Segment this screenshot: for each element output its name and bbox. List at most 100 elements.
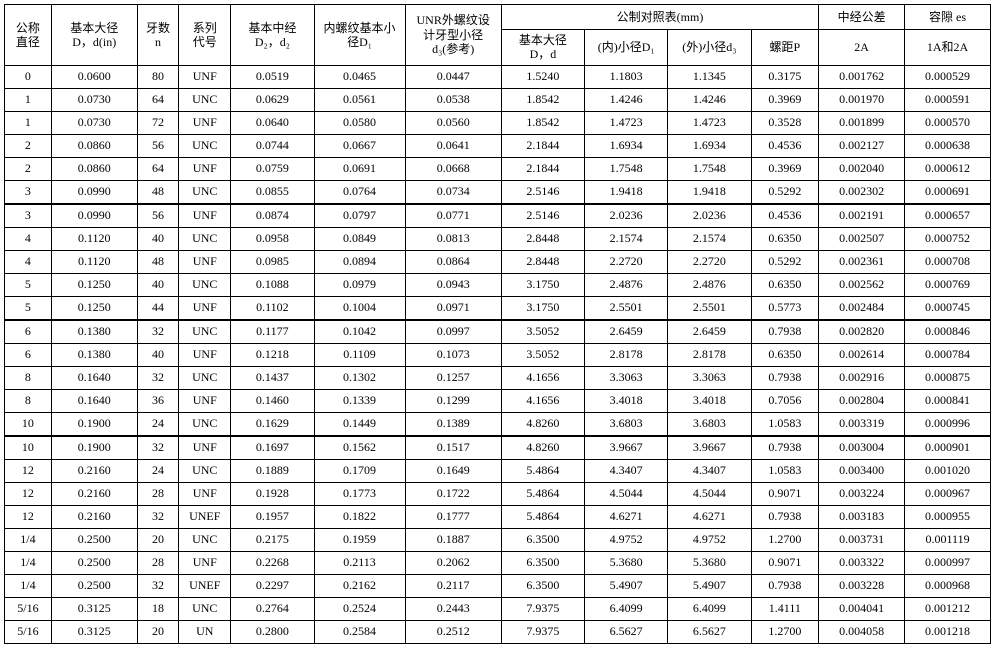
table-cell: 0.000846 bbox=[905, 320, 991, 344]
table-cell: 5/16 bbox=[5, 597, 52, 620]
table-cell: 0.1640 bbox=[51, 366, 137, 389]
table-cell: 0.000638 bbox=[905, 134, 991, 157]
table-cell: 0.2160 bbox=[51, 482, 137, 505]
table-cell: 0.002040 bbox=[819, 157, 905, 180]
table-cell: 6.3500 bbox=[501, 551, 584, 574]
table-cell: 72 bbox=[137, 111, 179, 134]
col-m-minor-int: (内)小径D₁ bbox=[585, 30, 668, 66]
table-cell: 0.1722 bbox=[405, 482, 501, 505]
table-cell: 0.1218 bbox=[231, 343, 314, 366]
table-row: 30.099048UNC0.08550.07640.07342.51461.94… bbox=[5, 180, 991, 204]
table-cell: 0.002127 bbox=[819, 134, 905, 157]
table-cell: UNC bbox=[179, 88, 231, 111]
table-cell: 0.1957 bbox=[231, 505, 314, 528]
col-metric-group: 公制对照表(mm) bbox=[501, 5, 818, 30]
table-cell: 4.6271 bbox=[585, 505, 668, 528]
table-row: 5/160.312520UN0.28000.25840.25127.93756.… bbox=[5, 620, 991, 643]
table-cell: 0.9071 bbox=[751, 551, 819, 574]
table-cell: 0.3125 bbox=[51, 620, 137, 643]
table-cell: 1.7548 bbox=[585, 157, 668, 180]
table-row: 30.099056UNF0.08740.07970.07712.51462.02… bbox=[5, 204, 991, 228]
table-cell: 1.0583 bbox=[751, 459, 819, 482]
table-row: 50.125044UNF0.11020.10040.09713.17502.55… bbox=[5, 296, 991, 320]
table-cell: UNC bbox=[179, 227, 231, 250]
table-cell: 0.0771 bbox=[405, 204, 501, 228]
table-cell: 0.0730 bbox=[51, 111, 137, 134]
table-cell: UNF bbox=[179, 111, 231, 134]
table-cell: 4.9752 bbox=[585, 528, 668, 551]
table-cell: 0.3969 bbox=[751, 88, 819, 111]
table-cell: 3.5052 bbox=[501, 343, 584, 366]
table-cell: 0.4536 bbox=[751, 134, 819, 157]
table-cell: 0.1649 bbox=[405, 459, 501, 482]
table-cell: 1/4 bbox=[5, 528, 52, 551]
table-cell: 0.2062 bbox=[405, 551, 501, 574]
table-cell: 5.4864 bbox=[501, 459, 584, 482]
table-cell: 7.9375 bbox=[501, 597, 584, 620]
table-cell: UN bbox=[179, 620, 231, 643]
table-row: 80.164036UNF0.14600.13390.12994.16563.40… bbox=[5, 389, 991, 412]
table-cell: 0.2160 bbox=[51, 459, 137, 482]
table-cell: 0.1777 bbox=[405, 505, 501, 528]
table-cell: UNEF bbox=[179, 505, 231, 528]
table-cell: 6.5627 bbox=[668, 620, 751, 643]
table-cell: 0.001119 bbox=[905, 528, 991, 551]
table-cell: UNF bbox=[179, 389, 231, 412]
table-cell: 0.001762 bbox=[819, 65, 905, 88]
table-cell: 0.2297 bbox=[231, 574, 314, 597]
table-cell: 0.2500 bbox=[51, 528, 137, 551]
table-cell: 40 bbox=[137, 343, 179, 366]
table-cell: 8 bbox=[5, 366, 52, 389]
table-cell: 3.1750 bbox=[501, 296, 584, 320]
table-cell: 12 bbox=[5, 482, 52, 505]
table-cell: 64 bbox=[137, 157, 179, 180]
table-cell: UNC bbox=[179, 412, 231, 436]
table-cell: 10 bbox=[5, 412, 52, 436]
table-cell: 3 bbox=[5, 180, 52, 204]
table-cell: 0.000691 bbox=[905, 180, 991, 204]
table-cell: 0.001212 bbox=[905, 597, 991, 620]
table-cell: 0.002562 bbox=[819, 273, 905, 296]
table-cell: 56 bbox=[137, 134, 179, 157]
table-cell: 0.000997 bbox=[905, 551, 991, 574]
table-row: 40.112048UNF0.09850.08940.08642.84482.27… bbox=[5, 250, 991, 273]
table-cell: 2.0236 bbox=[585, 204, 668, 228]
table-cell: 0.000955 bbox=[905, 505, 991, 528]
table-cell: 0.6350 bbox=[751, 273, 819, 296]
table-cell: 0.003183 bbox=[819, 505, 905, 528]
table-cell: 0.0447 bbox=[405, 65, 501, 88]
table-cell: 0.1900 bbox=[51, 412, 137, 436]
table-cell: 2.8178 bbox=[585, 343, 668, 366]
table-cell: 2.5146 bbox=[501, 204, 584, 228]
table-cell: 0.7938 bbox=[751, 505, 819, 528]
table-cell: 0.7938 bbox=[751, 574, 819, 597]
table-cell: 0.0985 bbox=[231, 250, 314, 273]
table-cell: 0.0641 bbox=[405, 134, 501, 157]
table-cell: 1.4723 bbox=[585, 111, 668, 134]
table-cell: 0.6350 bbox=[751, 227, 819, 250]
table-cell: 4 bbox=[5, 227, 52, 250]
table-cell: 0.5773 bbox=[751, 296, 819, 320]
table-cell: 0.1257 bbox=[405, 366, 501, 389]
table-cell: 48 bbox=[137, 180, 179, 204]
table-cell: 0.000657 bbox=[905, 204, 991, 228]
table-cell: 1.8542 bbox=[501, 111, 584, 134]
table-cell: 0.1900 bbox=[51, 436, 137, 460]
table-cell: 0.0668 bbox=[405, 157, 501, 180]
table-cell: 0.000875 bbox=[905, 366, 991, 389]
table-cell: 1.2700 bbox=[751, 620, 819, 643]
table-cell: 28 bbox=[137, 551, 179, 574]
table-cell: 3.6803 bbox=[668, 412, 751, 436]
table-cell: 2.5146 bbox=[501, 180, 584, 204]
table-cell: 0.1073 bbox=[405, 343, 501, 366]
table-cell: 0.2584 bbox=[314, 620, 405, 643]
table-cell: 0.0561 bbox=[314, 88, 405, 111]
table-cell: 2.6459 bbox=[585, 320, 668, 344]
table-cell: 5 bbox=[5, 296, 52, 320]
table-cell: 0.0734 bbox=[405, 180, 501, 204]
table-cell: 0.000996 bbox=[905, 412, 991, 436]
table-row: 60.138032UNC0.11770.10420.09973.50522.64… bbox=[5, 320, 991, 344]
table-cell: 0.0730 bbox=[51, 88, 137, 111]
table-cell: UNC bbox=[179, 366, 231, 389]
table-cell: 0.0849 bbox=[314, 227, 405, 250]
